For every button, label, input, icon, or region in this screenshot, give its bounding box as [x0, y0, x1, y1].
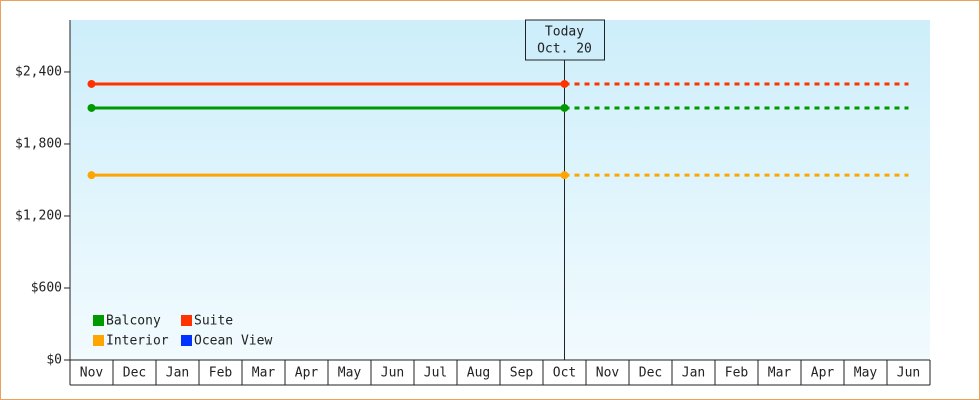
- x-tick-label: Jun: [897, 366, 920, 381]
- x-tick-label: Feb: [725, 366, 749, 381]
- x-tick-label: Feb: [209, 366, 233, 381]
- point: [560, 79, 569, 88]
- legend-label: Suite: [194, 314, 233, 329]
- point: [560, 171, 569, 180]
- x-tick-label: Aug: [467, 366, 490, 381]
- y-tick-label: $1,200: [15, 208, 62, 223]
- legend-swatch: [181, 335, 192, 346]
- today-box: [525, 19, 605, 61]
- x-tick-label: Mar: [252, 366, 276, 381]
- x-tick-label: Jan: [682, 366, 705, 381]
- legend-swatch: [181, 315, 192, 326]
- x-tick-label: Dec: [639, 366, 662, 381]
- today-label: Today: [545, 25, 584, 40]
- x-tick-label: Sep: [510, 366, 534, 381]
- y-tick-label: $1,800: [15, 136, 62, 151]
- x-tick-label: Apr: [295, 366, 319, 381]
- x-tick-label: Nov: [80, 366, 104, 381]
- x-tick-label: Jan: [166, 366, 189, 381]
- x-tick-label: Nov: [596, 366, 620, 381]
- legend-label: Balcony: [106, 314, 161, 329]
- legend-label: Ocean View: [194, 334, 272, 349]
- x-tick-label: Oct: [553, 366, 576, 381]
- legend-swatch: [93, 315, 104, 326]
- point: [87, 171, 96, 180]
- x-tick-label: Apr: [811, 366, 835, 381]
- x-tick-label: Jul: [424, 366, 447, 381]
- x-tick-label: Jun: [381, 366, 404, 381]
- legend-swatch: [93, 335, 104, 346]
- x-tick-label: Dec: [123, 366, 146, 381]
- point: [560, 103, 569, 112]
- today-label: Oct. 20: [537, 42, 592, 57]
- plot-area: [70, 20, 930, 360]
- point: [87, 103, 96, 112]
- y-tick-label: $600: [31, 280, 62, 295]
- y-tick-label: $0: [46, 353, 62, 368]
- x-tick-label: May: [338, 366, 362, 381]
- point: [87, 79, 96, 88]
- y-tick-label: $2,400: [15, 64, 62, 79]
- legend-label: Interior: [106, 334, 169, 349]
- x-tick-label: May: [854, 366, 878, 381]
- x-tick-label: Mar: [768, 366, 792, 381]
